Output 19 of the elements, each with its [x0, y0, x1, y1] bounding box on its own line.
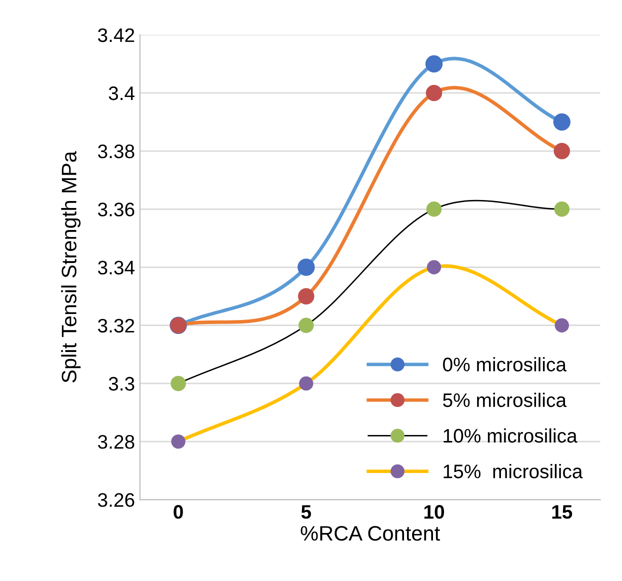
legend-label: 0% microsilica: [443, 357, 567, 372]
y-tick-label: 3.32: [98, 318, 134, 333]
y-tick-label: 3.3: [108, 376, 134, 391]
y-tick-label: 3.28: [98, 435, 134, 449]
y-axis-title: Split Tensil Strength MPa: [61, 151, 81, 382]
legend-label: 5% microsilica: [443, 392, 567, 408]
y-tick-label: 3.42: [98, 28, 134, 42]
y-tick-label: 3.36: [98, 202, 134, 216]
legend-label: 15% microsilica: [444, 464, 583, 478]
x-tick-label: 0: [174, 505, 183, 519]
x-tick-label: 15: [552, 505, 572, 519]
x-tick-label: 5: [301, 505, 312, 519]
y-tick-label: 3.4: [108, 86, 135, 100]
legend-label: 10% microsilica: [444, 428, 578, 443]
x-axis-title: %RCA Content: [300, 526, 440, 541]
y-tick-label: 3.34: [98, 260, 135, 274]
y-tick-label: 3.38: [98, 144, 134, 158]
x-tick-label: 10: [424, 505, 444, 519]
y-tick-label: 3.26: [98, 493, 134, 507]
